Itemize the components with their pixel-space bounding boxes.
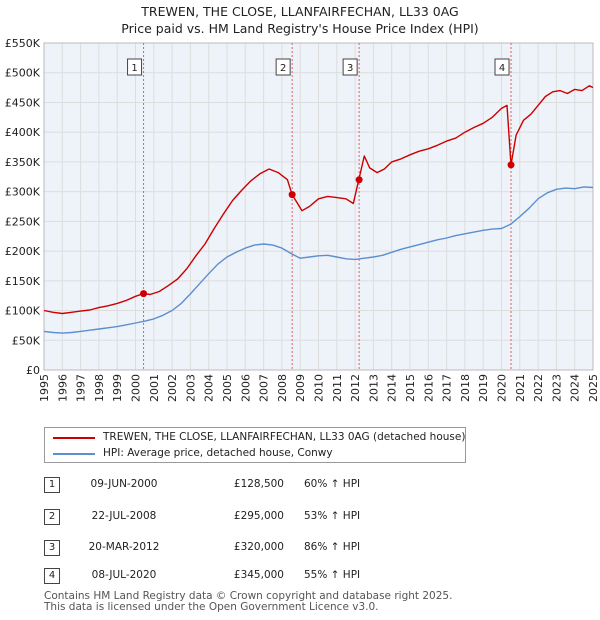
chart-title-line-1: TREWEN, THE CLOSE, LLANFAIRFECHAN, LL33 … (141, 4, 459, 19)
transaction-number: 1 (44, 477, 60, 493)
sale-point (355, 176, 363, 184)
x-tick-label: 2013 (367, 374, 380, 402)
footer-line-1: Contains HM Land Registry data © Crown c… (44, 590, 453, 602)
y-tick-label: £400K (5, 126, 41, 139)
x-tick-label: 2004 (203, 374, 216, 402)
footer-line-2: This data is licensed under the Open Gov… (44, 601, 379, 613)
sale-marker-label: 4 (499, 63, 505, 74)
transaction-row: 4 08-JUL-2020 £345,000 55% ↑ HPI (44, 566, 444, 586)
y-tick-label: £200K (5, 245, 41, 258)
x-tick-label: 1999 (111, 374, 124, 402)
x-tick-label: 2001 (148, 374, 161, 402)
y-tick-label: £450K (5, 96, 41, 109)
x-tick-label: 2022 (532, 374, 545, 402)
sale-marker-label: 2 (280, 63, 286, 74)
plot-border (43, 42, 594, 371)
sale-marker-box (494, 58, 510, 76)
transaction-price: £128,500 (233, 478, 284, 490)
legend-label-hpi: HPI: Average price, detached house, Conw… (103, 447, 333, 459)
x-tick-label: 1996 (56, 374, 69, 402)
transaction-row: 2 22-JUL-2008 £295,000 53% ↑ HPI (44, 507, 444, 527)
x-tick-label: 1995 (38, 374, 51, 402)
x-tick-label: 1997 (75, 374, 88, 402)
sale-point (288, 191, 296, 199)
transaction-hpi-change: 53% ↑ HPI (304, 510, 361, 522)
legend: TREWEN, THE CLOSE, LLANFAIRFECHAN, LL33 … (44, 427, 466, 463)
x-tick-label: 2021 (514, 374, 527, 402)
y-tick-label: £150K (5, 275, 41, 288)
x-tick-label: 1998 (93, 374, 106, 402)
transaction-hpi-change: 60% ↑ HPI (304, 478, 361, 490)
price-chart: £0 £50K £100K £150K £200K £250K £300K £350K £400… (5, 37, 600, 402)
sale-marker-label: 1 (131, 63, 137, 74)
x-tick-label: 2014 (386, 374, 399, 402)
x-tick-label: 2024 (569, 374, 582, 402)
sale-marker-box (342, 58, 358, 76)
x-tick-label: 2002 (166, 374, 179, 402)
y-tick-label: £0 (26, 364, 40, 377)
x-tick-label: 2011 (331, 374, 344, 402)
x-tick-label: 2023 (550, 374, 563, 402)
transaction-date: 08-JUL-2020 (91, 569, 157, 581)
sale-point (507, 161, 515, 169)
footer: Contains HM Land Registry data © Crown c… (44, 591, 452, 613)
x-tick-label: 2005 (221, 374, 234, 402)
sale-point (140, 290, 148, 298)
x-tick-label: 2019 (477, 374, 490, 402)
x-tick-label: 2015 (404, 374, 417, 402)
sale-marker-box (275, 58, 291, 76)
x-tick-label: 2016 (422, 374, 435, 402)
transaction-number: 4 (44, 568, 60, 584)
transaction-hpi-change: 86% ↑ HPI (304, 541, 361, 553)
series-line (43, 186, 594, 334)
transaction-price: £320,000 (233, 541, 284, 553)
legend-swatch-red (53, 437, 95, 439)
y-tick-label: £100K (5, 305, 41, 318)
x-tick-label: 2003 (184, 374, 197, 402)
x-tick-label: 2025 (587, 374, 600, 402)
x-tick-label: 2007 (258, 374, 271, 402)
transaction-price: £345,000 (233, 569, 284, 581)
x-tick-label: 2017 (441, 374, 454, 402)
legend-label-property: TREWEN, THE CLOSE, LLANFAIRFECHAN, LL33 … (103, 431, 466, 443)
x-tick-label: 2010 (313, 374, 326, 402)
transaction-number: 3 (44, 540, 60, 556)
sale-marker-box (127, 58, 143, 76)
transaction-date: 22-JUL-2008 (91, 510, 157, 522)
x-tick-label: 2006 (239, 374, 252, 402)
y-tick-label: £350K (5, 156, 41, 169)
transaction-row: 1 09-JUN-2000 £128,500 60% ↑ HPI (44, 475, 444, 495)
x-tick-label: 2012 (349, 374, 362, 402)
transaction-date: 09-JUN-2000 (90, 478, 158, 490)
x-tick-label: 2000 (130, 374, 143, 402)
transaction-row: 3 20-MAR-2012 £320,000 86% ↑ HPI (44, 538, 444, 558)
sale-marker-label: 3 (347, 63, 353, 74)
legend-swatch-blue (53, 453, 95, 455)
x-tick-label: 2018 (459, 374, 472, 402)
transaction-number: 2 (44, 509, 60, 525)
x-tick-label: 2009 (294, 374, 307, 402)
y-tick-label: £300K (5, 186, 41, 199)
y-tick-label: £250K (5, 215, 41, 228)
y-tick-label: £500K (5, 67, 41, 80)
x-tick-label: 2020 (496, 374, 509, 402)
transaction-price: £295,000 (233, 510, 284, 522)
transaction-hpi-change: 55% ↑ HPI (304, 569, 361, 581)
x-tick-label: 2008 (276, 374, 289, 402)
transaction-date: 20-MAR-2012 (88, 541, 160, 553)
y-tick-label: £50K (12, 334, 41, 347)
y-tick-label: £550K (5, 37, 41, 50)
chart-title-line-2: Price paid vs. HM Land Registry's House … (121, 21, 479, 36)
